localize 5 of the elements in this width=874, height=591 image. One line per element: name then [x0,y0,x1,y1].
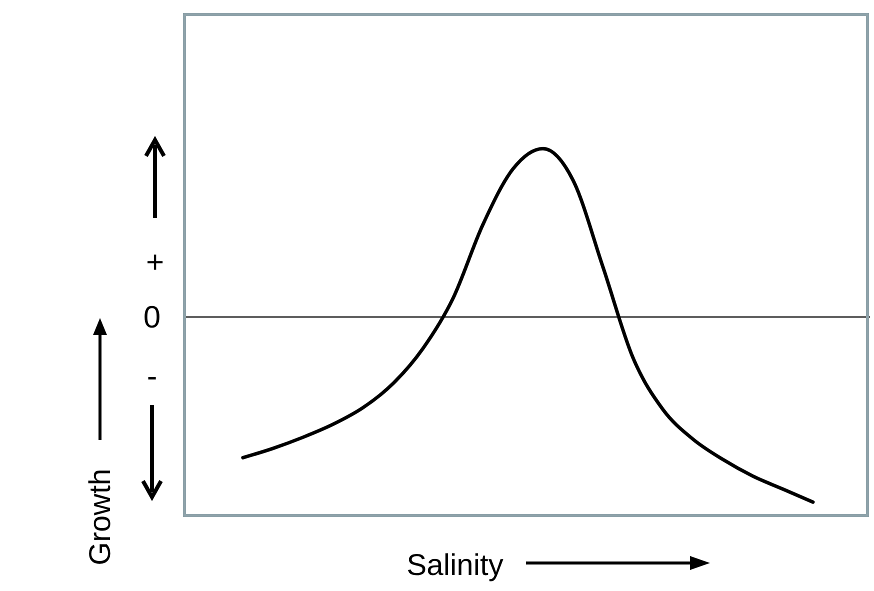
x-axis-title: Salinity [406,549,504,582]
text: - [146,358,158,394]
text: 0 [143,300,161,334]
y-axis-title: Growth [84,468,117,566]
text: + [146,244,164,280]
